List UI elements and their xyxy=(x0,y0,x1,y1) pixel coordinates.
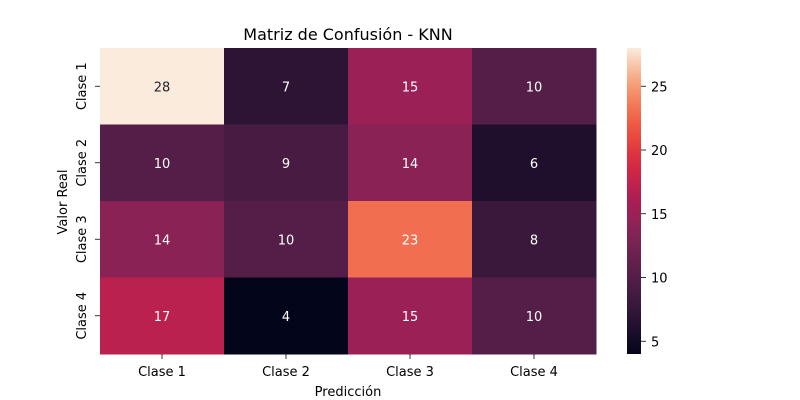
heatmap-cell xyxy=(348,48,473,125)
heatmap-cell xyxy=(348,277,473,355)
y-axis-ticks: Clase 1 Clase 2 Clase 3 Clase 4 xyxy=(75,62,100,340)
y-tick-label: Clase 3 xyxy=(75,215,90,263)
heatmap-cell-value: 9 xyxy=(282,157,290,172)
y-tick-label: Clase 2 xyxy=(75,139,90,187)
heatmap-cell xyxy=(224,124,349,202)
heatmap-cell-value: 7 xyxy=(282,80,290,95)
y-tick-label: Clase 1 xyxy=(75,62,90,110)
heatmap-cell xyxy=(348,201,473,278)
colorbar-ticks: 5 10 15 20 25 xyxy=(641,80,668,350)
heatmap-cell-value: 17 xyxy=(154,310,171,325)
heatmap-cell xyxy=(472,124,597,202)
heatmap-cell-value: 14 xyxy=(154,233,171,248)
x-axis-ticks: Clase 1 Clase 2 Clase 3 Clase 4 xyxy=(138,354,558,380)
heatmap-cell xyxy=(100,48,225,125)
x-tick-label: Clase 2 xyxy=(262,365,310,380)
heatmap-cell xyxy=(224,201,349,278)
y-axis-label: Valor Real xyxy=(56,170,71,235)
x-tick-label: Clase 4 xyxy=(510,365,558,380)
heatmap-cell-value: 4 xyxy=(282,310,290,325)
x-axis-label: Predicción xyxy=(315,385,382,400)
heatmap-cell-value: 15 xyxy=(402,310,419,325)
x-tick-label: Clase 1 xyxy=(138,365,186,380)
heatmap-cell-value: 28 xyxy=(154,80,171,95)
colorbar-tick-label: 15 xyxy=(651,208,668,223)
heatmap-cell xyxy=(472,48,597,125)
heatmap-cell xyxy=(348,124,473,202)
heatmap-cells: 28 7 15 10 10 9 14 6 14 10 23 8 17 4 15 10 xyxy=(100,48,597,355)
colorbar-tick-label: 25 xyxy=(651,80,668,95)
colorbar-tick-label: 10 xyxy=(651,272,668,287)
heatmap-cell xyxy=(472,201,597,278)
heatmap-cell xyxy=(100,201,225,278)
heatmap-cell-value: 23 xyxy=(402,233,419,248)
heatmap-cell-value: 10 xyxy=(526,310,543,325)
y-tick-label: Clase 4 xyxy=(75,292,90,340)
heatmap-cell xyxy=(100,277,225,355)
colorbar-tick-label: 20 xyxy=(651,144,668,159)
heatmap-cell-value: 14 xyxy=(402,157,419,172)
heatmap-cell-value: 10 xyxy=(278,233,295,248)
heatmap-cell-value: 6 xyxy=(530,157,538,172)
heatmap-cell xyxy=(224,48,349,125)
heatmap-cell-value: 15 xyxy=(402,80,419,95)
heatmap-cell-value: 10 xyxy=(526,80,543,95)
heatmap-cell xyxy=(472,277,597,355)
x-tick-label: Clase 3 xyxy=(386,365,434,380)
heatmap-cell xyxy=(100,124,225,202)
colorbar xyxy=(627,48,641,354)
colorbar-tick-label: 5 xyxy=(651,335,659,350)
chart-title: Matriz de Confusión - KNN xyxy=(243,25,452,44)
heatmap-cell-value: 8 xyxy=(530,233,538,248)
heatmap-cell xyxy=(224,277,349,355)
heatmap-cell-value: 10 xyxy=(154,157,171,172)
